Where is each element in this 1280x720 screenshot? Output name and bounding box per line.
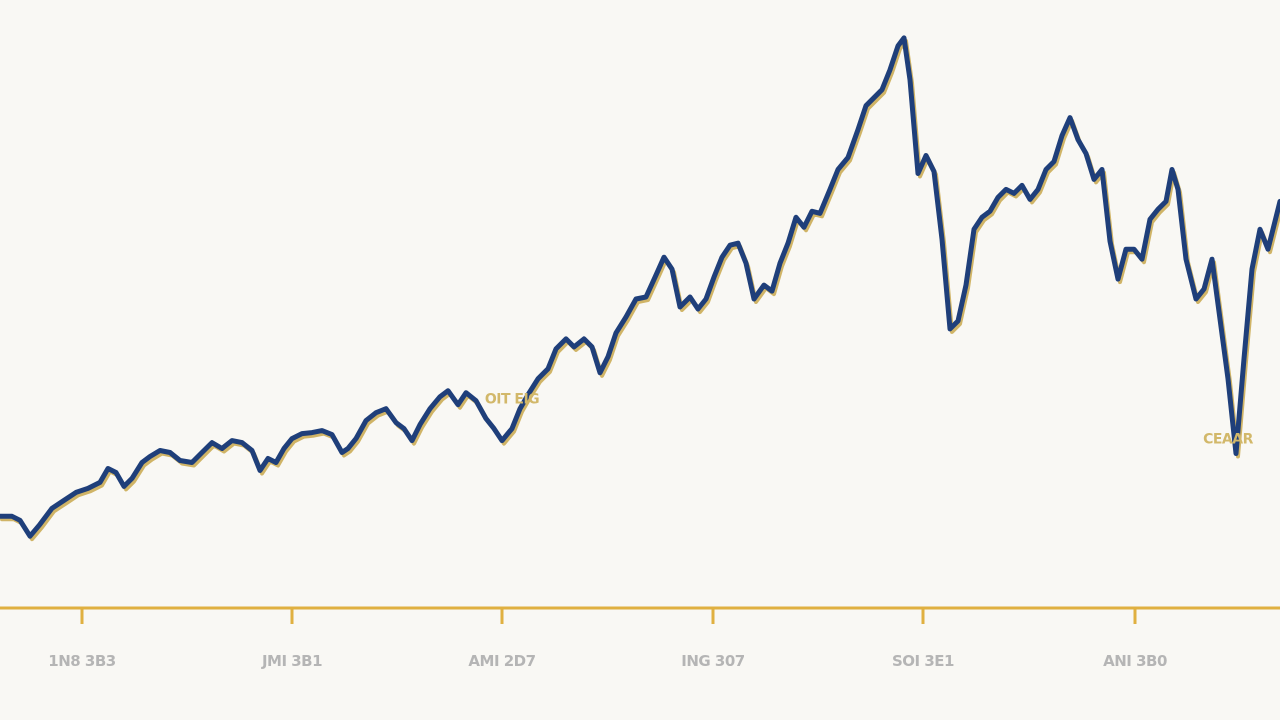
x-tick-label: 1N8 3B3 [48,652,116,670]
annotation-label: CEAAR [1203,432,1254,448]
series-line [0,35,1280,539]
x-tick-label: AMI 2D7 [468,652,535,670]
annotation-label: OIT EIG [485,392,539,408]
x-tick-label: JMI 3B1 [261,652,322,670]
series-layer [0,35,1280,542]
x-tick-label: SOI 3E1 [892,652,954,670]
x-tick-label: ANI 3B0 [1103,652,1167,670]
x-tick-label: ING 307 [681,652,745,670]
x-axis: 1N8 3B3 JMI 3B1 AMI 2D7 ING 307 SOI 3E1 ANI 3… [0,606,1280,670]
